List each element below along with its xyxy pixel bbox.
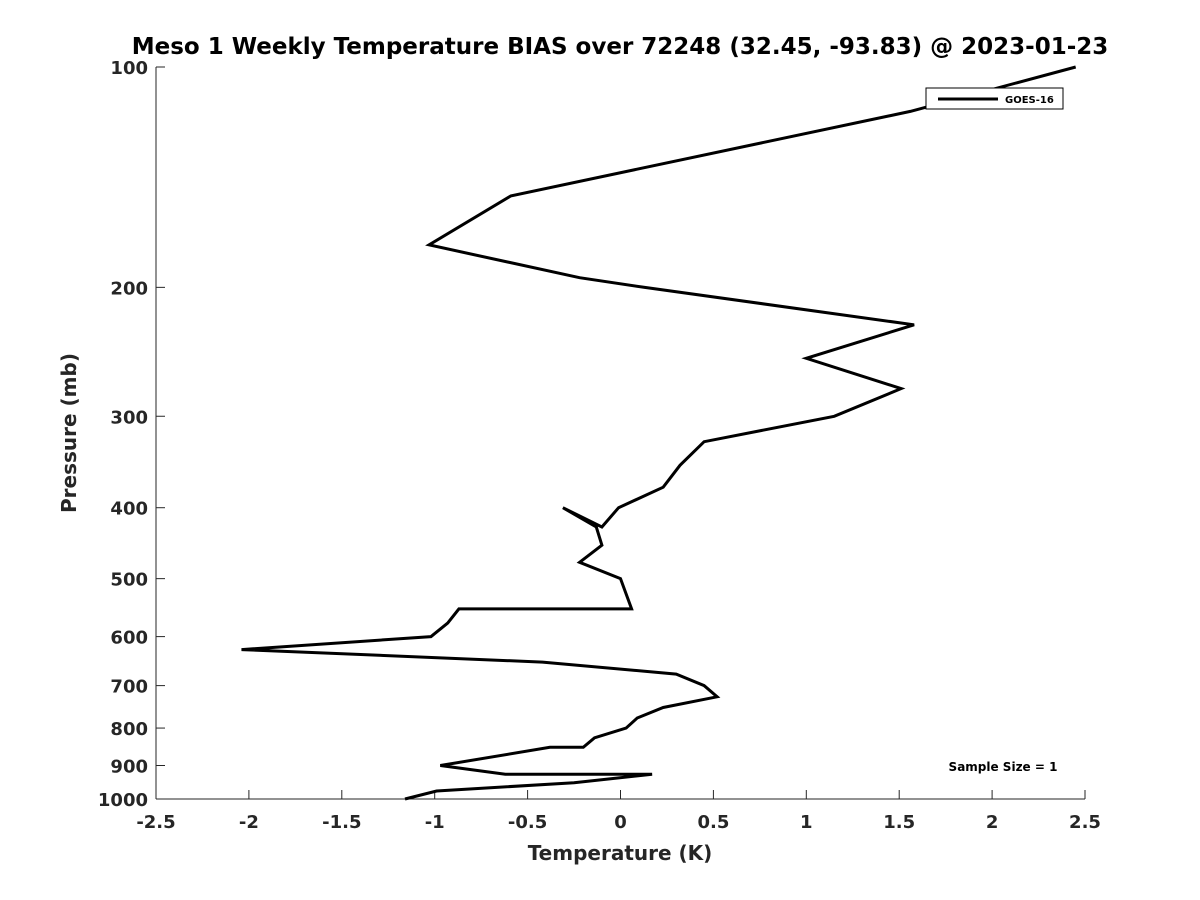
- y-axis-label: Pressure (mb): [57, 353, 81, 513]
- series-layer: [241, 65, 1077, 801]
- legend: GOES-16: [925, 87, 1064, 110]
- x-tick-label: 1: [800, 812, 813, 833]
- x-tick-label: 2.5: [1069, 812, 1101, 833]
- x-axis-ticks: -2.5 -2 -1.5 -1 -0.5 0 0.5 1 1.5 2 2.5: [136, 790, 1101, 833]
- chart-title: Meso 1 Weekly Temperature BIAS over 7224…: [132, 34, 1109, 60]
- x-tick-label: 0: [614, 812, 627, 833]
- y-tick-label: 100: [110, 58, 148, 79]
- sample-size-annotation: Sample Size = 1: [949, 760, 1058, 774]
- y-tick-label: 200: [110, 278, 148, 299]
- y-tick-label: 500: [110, 570, 148, 591]
- y-tick-label: 900: [110, 757, 148, 778]
- x-axis-label: Temperature (K): [528, 841, 713, 865]
- y-tick-label: 600: [110, 628, 148, 649]
- x-tick-label: -2.5: [136, 812, 175, 833]
- y-axis-ticks: 100 200 300 400 500 600 700 800 900 1000: [98, 58, 165, 811]
- y-tick-label: 300: [110, 407, 148, 428]
- plot-area: [155, 67, 1085, 800]
- y-tick-label: 1000: [98, 790, 148, 811]
- x-tick-label: -1: [425, 812, 445, 833]
- series-line-goes-16: [241, 65, 1077, 801]
- legend-label: GOES-16: [1005, 95, 1054, 106]
- y-tick-label: 700: [110, 677, 148, 698]
- x-tick-label: 2: [986, 812, 999, 833]
- x-tick-label: -2: [239, 812, 259, 833]
- x-tick-label: -1.5: [322, 812, 361, 833]
- y-tick-label: 400: [110, 499, 148, 520]
- y-tick-label: 800: [110, 719, 148, 740]
- x-tick-label: -0.5: [508, 812, 547, 833]
- x-tick-label: 0.5: [697, 812, 729, 833]
- axes-background: [156, 67, 1085, 799]
- x-tick-label: 1.5: [883, 812, 915, 833]
